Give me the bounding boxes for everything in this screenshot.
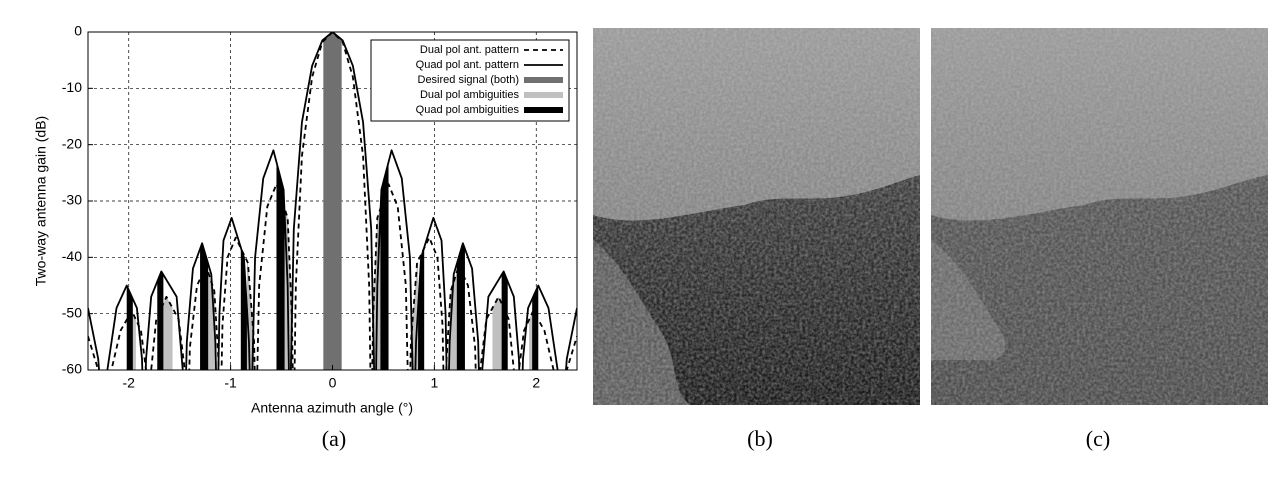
- band: [456, 243, 465, 370]
- x-tick-label: -1: [224, 375, 237, 391]
- sar-image-c: [931, 28, 1268, 405]
- y-tick-label: -50: [62, 304, 82, 320]
- caption: (b): [747, 426, 773, 451]
- legend-label: Dual pol ambiguities: [420, 89, 520, 101]
- plot-area: -2 -1 0 1 20-10-20-30-40-50-60: [62, 23, 577, 391]
- band: [532, 285, 539, 370]
- band: [126, 285, 133, 370]
- caption: (a): [322, 426, 346, 451]
- y-tick-label: -30: [62, 192, 82, 208]
- plot-frame: [87, 31, 578, 371]
- band: [157, 271, 164, 370]
- caption: (c): [1086, 426, 1110, 451]
- sar-image-b: [593, 28, 920, 405]
- legend-label: Dual pol ant. pattern: [420, 44, 519, 56]
- band: [370, 208, 381, 370]
- band: [276, 162, 285, 370]
- y-tick-label: -60: [62, 361, 82, 377]
- x-tick-label: 2: [532, 375, 540, 391]
- band: [284, 208, 295, 370]
- y-tick-label: -10: [62, 79, 82, 95]
- band: [200, 243, 209, 370]
- x-axis-label: Antenna azimuth angle (°): [251, 400, 413, 416]
- band: [323, 32, 342, 370]
- y-tick-label: -20: [62, 135, 82, 151]
- band: [492, 296, 502, 370]
- x-tick-label: -2: [123, 375, 136, 391]
- y-tick-label: -40: [62, 248, 82, 264]
- band: [163, 296, 173, 370]
- legend-label: Quad pol ambiguities: [416, 104, 520, 116]
- legend-label: Quad pol ant. pattern: [416, 59, 519, 71]
- legend: Dual pol ant. pattern Quad pol ant. patte…: [370, 39, 570, 122]
- band: [449, 272, 457, 370]
- x-tick-label: 1: [430, 375, 438, 391]
- y-tick-label: 0: [74, 23, 82, 39]
- y-axis-label: Two-way antenna gain (dB): [33, 116, 49, 286]
- band: [380, 162, 389, 370]
- band: [418, 247, 425, 370]
- x-tick-label: 0: [329, 375, 337, 391]
- band: [240, 247, 247, 370]
- plot-clip: [88, 32, 577, 370]
- band: [208, 272, 216, 370]
- pattern-line: [88, 32, 577, 370]
- band: [501, 271, 508, 370]
- legend-label: Desired signal (both): [418, 74, 520, 86]
